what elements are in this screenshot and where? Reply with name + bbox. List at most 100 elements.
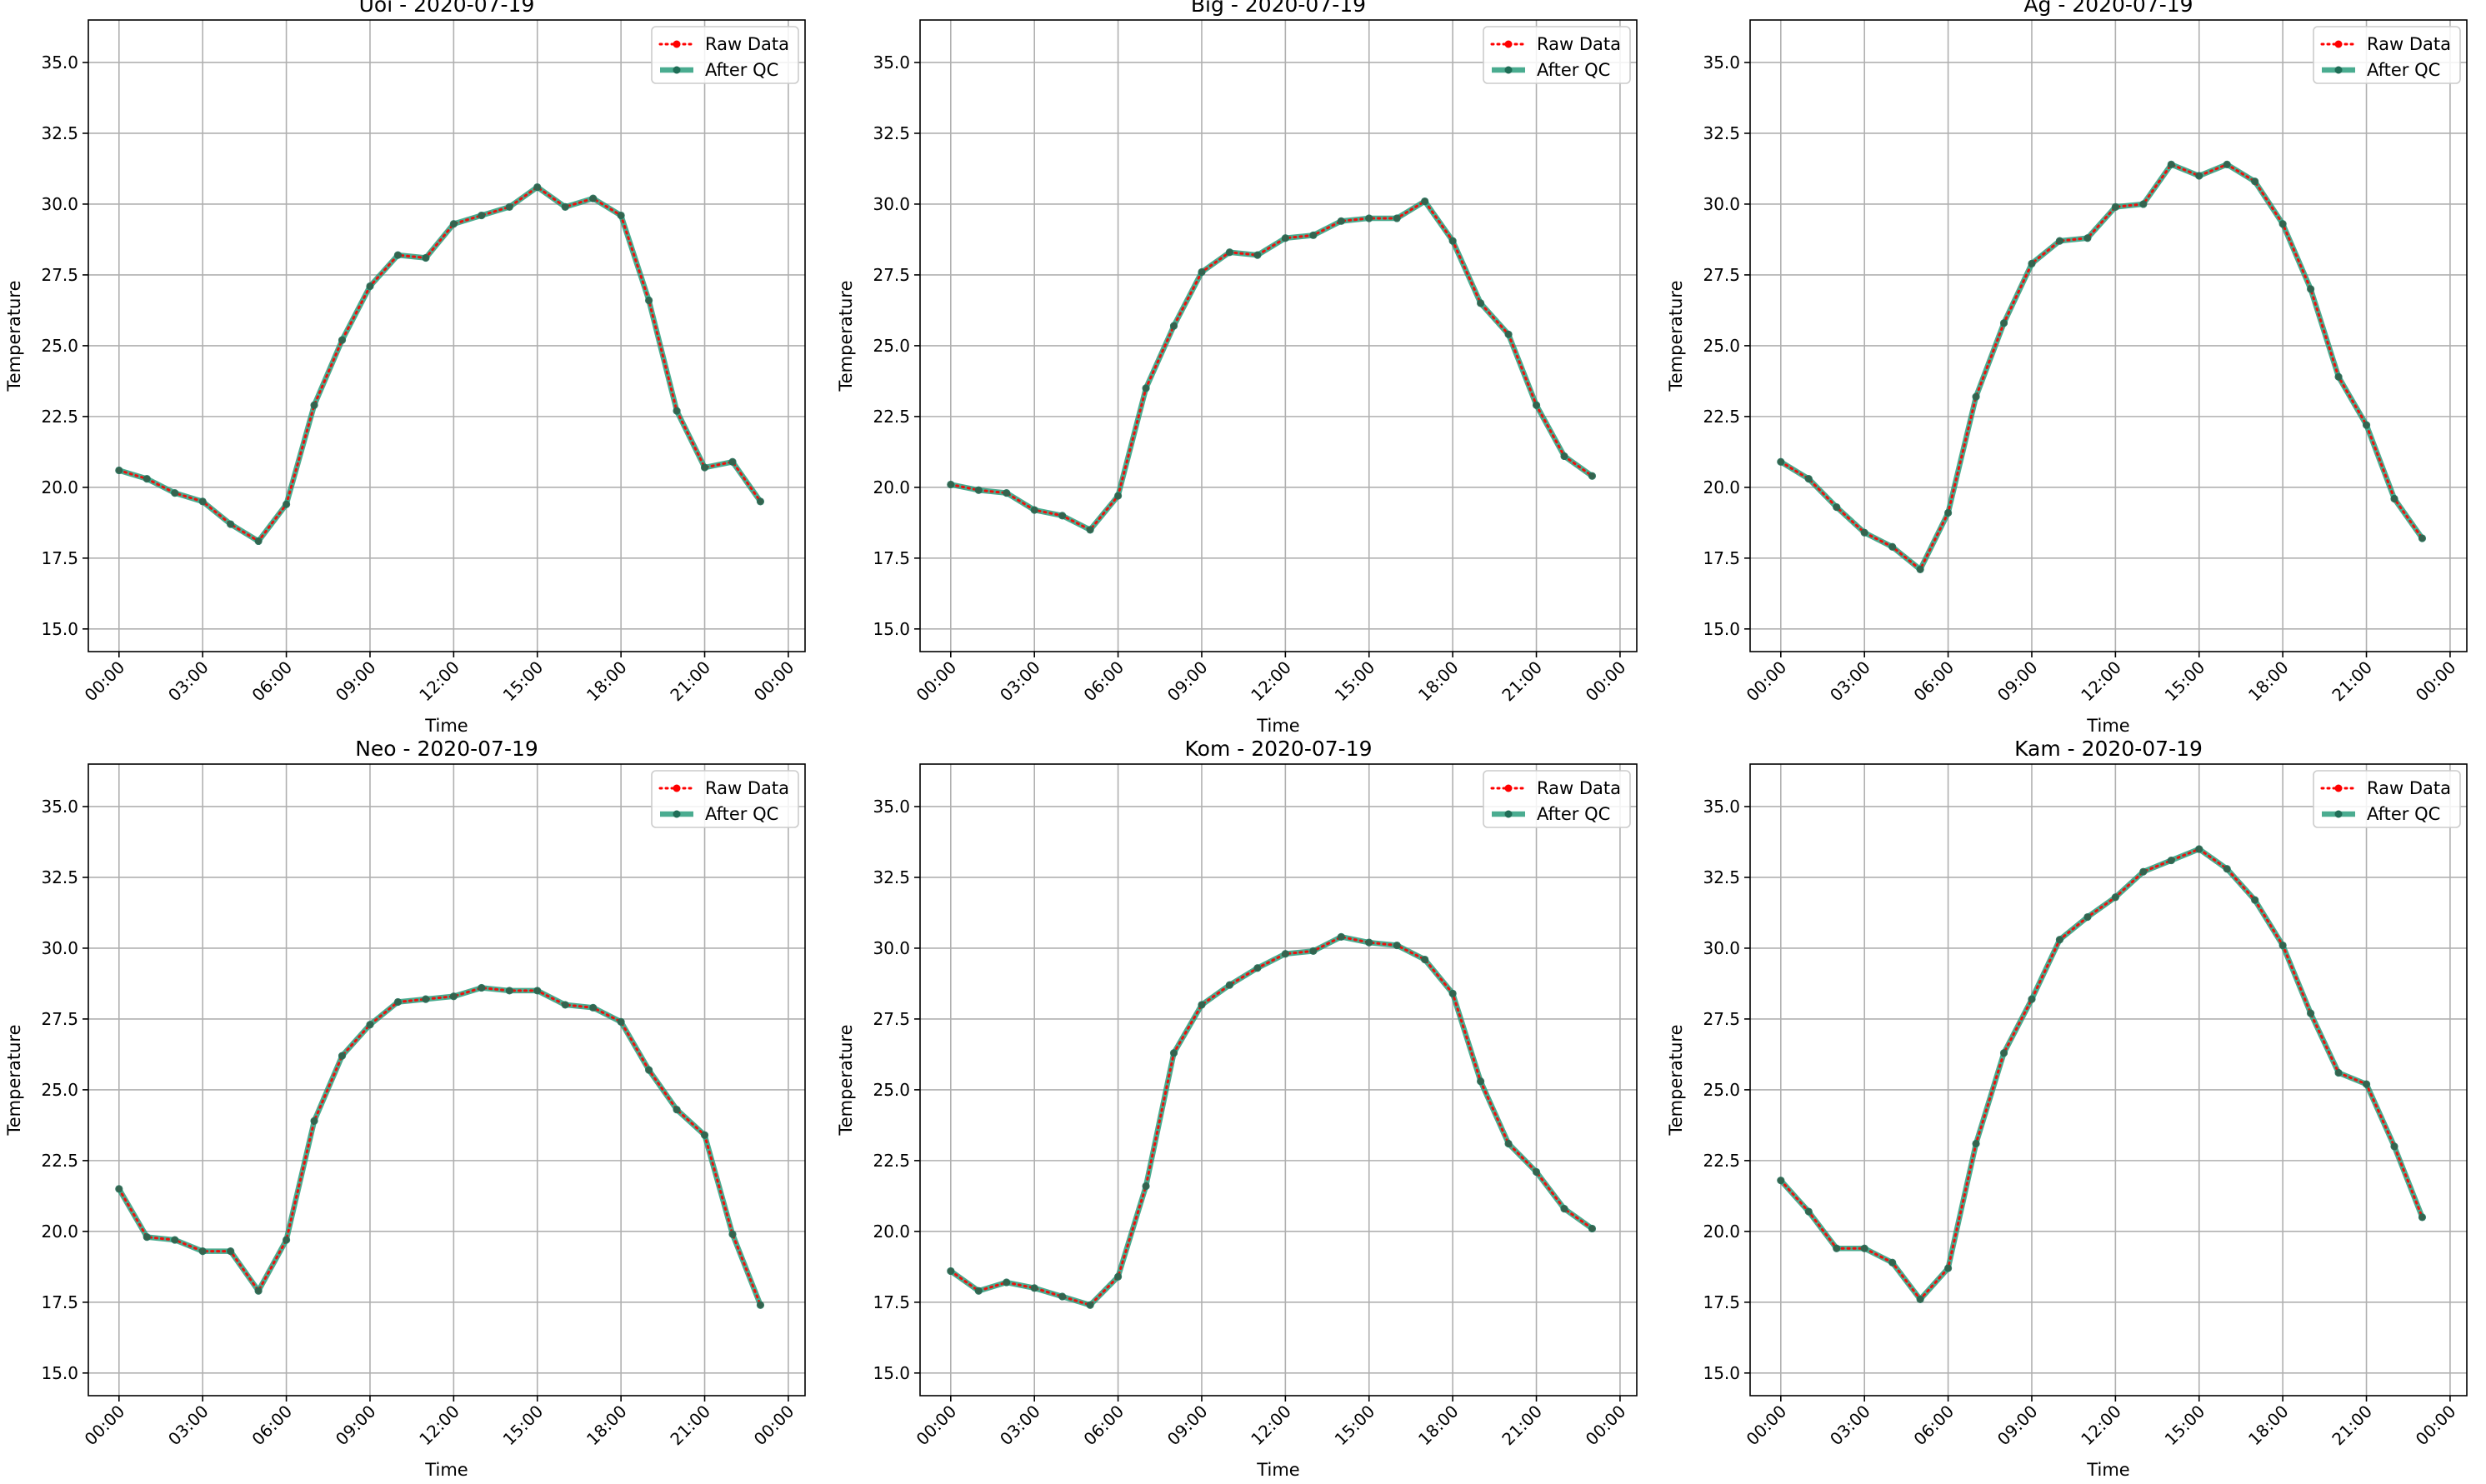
x-tick-label: 18:00 (2244, 657, 2293, 706)
data-point-after-qc (617, 1017, 625, 1026)
data-point-after-qc (1113, 1272, 1123, 1281)
data-point-after-qc (1448, 989, 1457, 997)
data-point-after-qc (974, 1287, 983, 1295)
data-point-after-qc (393, 251, 403, 259)
data-point-after-qc (589, 194, 598, 202)
axes-frame (88, 763, 806, 1397)
x-tick-label: 06:00 (1079, 1402, 1128, 1450)
axes-frame (919, 763, 1638, 1397)
y-tick-label: 17.5 (41, 1292, 78, 1312)
data-point-after-qc (1086, 1301, 1094, 1309)
y-tick-label: 32.5 (1703, 867, 1740, 887)
data-point-after-qc (282, 1236, 291, 1244)
data-point-after-qc (1943, 508, 1953, 517)
data-point-after-qc (1225, 248, 1234, 257)
data-point-after-qc (1169, 322, 1178, 330)
grid (920, 764, 1637, 1396)
data-point-after-qc (310, 401, 318, 409)
legend-marker-after-qc (2334, 810, 2343, 818)
data-point-after-qc (2362, 1080, 2371, 1088)
x-tick-label: 21:00 (666, 1402, 714, 1450)
y-axis-label: Temperature (1666, 1024, 1686, 1136)
subplot: 15.0 17.5 20.0 22.5 25.0 27.5 30.0 32.5 35.0 00:0… (4, 0, 806, 736)
data-point-after-qc (1833, 1244, 1841, 1252)
data-point-after-qc (1916, 1295, 1924, 1304)
data-point-after-qc (561, 202, 569, 211)
data-point-after-qc (366, 282, 374, 291)
y-tick-label: 30.0 (41, 938, 78, 958)
x-tick-label: 18:00 (583, 1402, 631, 1450)
data-point-after-qc (1588, 1224, 1597, 1233)
x-axis-label: Time (2086, 716, 2129, 736)
data-point-after-qc (2111, 893, 2119, 902)
data-point-after-qc (645, 1066, 653, 1074)
legend-marker-raw-data (1504, 784, 1513, 792)
data-point-after-qc (2251, 177, 2259, 186)
x-tick-label: 06:00 (1909, 1402, 1958, 1450)
data-point-after-qc (366, 1021, 374, 1029)
data-point-after-qc (1309, 231, 1318, 239)
y-tick-label: 17.5 (1703, 548, 1740, 568)
data-point-after-qc (449, 992, 458, 1001)
data-point-after-qc (1972, 392, 1980, 401)
x-axis-label: Time (1256, 716, 1299, 736)
x-tick-label: 03:00 (1826, 657, 1874, 706)
series-line-raw-data (118, 185, 762, 543)
y-tick-label: 17.5 (1703, 1292, 1740, 1312)
data-point-after-qc (1999, 319, 2008, 327)
y-tick-label: 25.0 (41, 336, 78, 356)
legend-label-raw-data: Raw Data (705, 34, 789, 54)
data-point-after-qc (1448, 237, 1457, 245)
y-axis-label: Temperature (836, 280, 856, 392)
y-tick-label: 35.0 (41, 52, 78, 72)
data-point-after-qc (1225, 981, 1234, 989)
y-tick-label: 15.0 (873, 619, 910, 639)
data-point-after-qc (1999, 1049, 2008, 1057)
y-tick-label: 20.0 (41, 477, 78, 497)
y-tick-label: 32.5 (41, 867, 78, 887)
legend: Raw Data After QC (1483, 26, 1631, 84)
legend-label-after-qc: After QC (1537, 804, 1610, 824)
series-line-after-qc (948, 198, 1595, 533)
x-axis-label: Time (1256, 1460, 1299, 1480)
data-point-after-qc (1142, 1182, 1150, 1191)
y-tick-label: 35.0 (1703, 52, 1740, 72)
y-tick-label: 27.5 (873, 1009, 910, 1029)
legend-label-after-qc: After QC (705, 60, 778, 80)
grid (1750, 20, 2467, 652)
data-point-after-qc (393, 997, 403, 1007)
series-line-raw-data (118, 987, 762, 1307)
y-tick-label: 22.5 (873, 407, 910, 427)
x-tick-label: 12:00 (1247, 1402, 1295, 1450)
x-tick-label: 21:00 (2328, 1402, 2376, 1450)
data-point-after-qc (1393, 941, 1401, 950)
series-markers (1777, 845, 2427, 1304)
series-markers (115, 983, 765, 1309)
y-tick-label: 27.5 (1703, 265, 1740, 285)
data-point-after-qc (143, 475, 151, 483)
series-line-raw-data (949, 199, 1593, 532)
x-tick-label: 03:00 (164, 1402, 213, 1450)
data-point-after-qc (1198, 1001, 1206, 1009)
y-axis-label: Temperature (4, 280, 24, 392)
y-tick-label: 20.0 (1703, 477, 1740, 497)
axes-frame (1749, 763, 2468, 1397)
y-tick-label: 25.0 (873, 336, 910, 356)
data-point-after-qc (2083, 234, 2092, 242)
data-point-after-qc (673, 407, 681, 415)
data-point-after-qc (338, 1052, 347, 1060)
x-tick-label: 21:00 (1498, 657, 1546, 706)
legend: Raw Data After QC (2313, 26, 2461, 84)
data-point-after-qc (1477, 1077, 1485, 1086)
data-point-after-qc (422, 253, 430, 262)
subplot: 15.0 17.5 20.0 22.5 25.0 27.5 30.0 32.5 35.0 00:0… (836, 737, 1638, 1480)
data-point-after-qc (1777, 1177, 1785, 1185)
data-point-after-qc (2055, 936, 2064, 944)
legend-marker-after-qc (673, 66, 681, 74)
data-point-after-qc (1337, 217, 1345, 225)
legend: Raw Data After QC (2313, 770, 2461, 828)
data-point-after-qc (254, 1287, 263, 1295)
data-point-after-qc (505, 202, 513, 211)
data-point-after-qc (1504, 330, 1513, 338)
data-point-after-qc (227, 1247, 235, 1256)
